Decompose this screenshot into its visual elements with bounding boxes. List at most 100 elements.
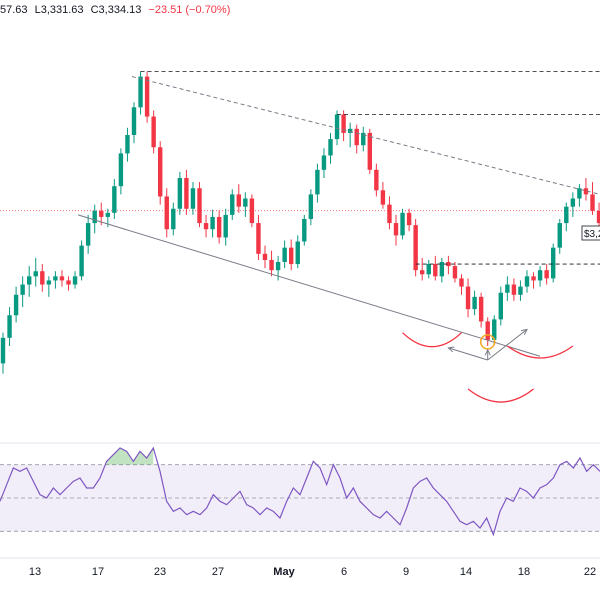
candle [295, 235, 300, 269]
candle [518, 280, 523, 301]
candle-body [426, 264, 431, 275]
price-tag: $3,2 [581, 225, 600, 241]
candle [164, 188, 169, 238]
candle [380, 182, 386, 209]
candle-body [354, 128, 359, 146]
candle-body [406, 212, 412, 226]
candle [72, 271, 78, 289]
candle-body [20, 284, 25, 295]
candle-body [328, 139, 333, 156]
candle [53, 271, 58, 289]
candle-body [112, 186, 117, 213]
candle [99, 202, 104, 226]
candle [498, 286, 503, 326]
price-tag-label: $3,2 [584, 229, 600, 240]
candle-body [99, 210, 104, 217]
candle [577, 184, 582, 207]
candle-body [367, 132, 372, 170]
candle [420, 257, 425, 281]
rsi-band [0, 464, 600, 532]
candle-body [459, 278, 464, 287]
candle-body [118, 153, 124, 187]
candle [144, 71, 150, 123]
candle-body [59, 276, 65, 281]
candle [315, 163, 320, 203]
candle [223, 208, 228, 246]
candle [524, 270, 530, 293]
candle [177, 171, 183, 215]
candle-body [243, 198, 248, 207]
candle-body [256, 223, 261, 254]
x-tick-label: 14 [460, 566, 472, 578]
candle [551, 243, 556, 283]
candle [590, 182, 595, 215]
candle [79, 240, 84, 281]
candle-body [105, 212, 110, 217]
candle [40, 264, 45, 292]
arrow-head [521, 328, 528, 336]
candle-body [465, 286, 471, 310]
x-tick-label: 23 [154, 566, 166, 578]
candle-body [380, 190, 386, 205]
candle [452, 262, 458, 283]
candle [321, 148, 327, 178]
candle [27, 266, 32, 297]
candle [485, 317, 490, 346]
candle-body [596, 210, 600, 224]
candle-body [249, 198, 255, 224]
candle-body [478, 296, 484, 322]
candle [393, 214, 399, 246]
candle-body [420, 270, 425, 275]
candle [151, 110, 156, 154]
candle-body [203, 223, 209, 230]
right-shoulder-arc [506, 345, 574, 359]
candle-body [472, 296, 477, 310]
candle [583, 178, 589, 201]
candle [125, 127, 130, 162]
candle-body [531, 276, 536, 281]
candle-body [511, 284, 517, 295]
candle-body [347, 128, 353, 133]
candle-body [269, 259, 274, 271]
candle-body [341, 114, 346, 133]
candle [190, 182, 196, 215]
rsi-pane [0, 442, 600, 537]
candle-body [590, 194, 595, 211]
candle-body [13, 294, 19, 316]
candle-body [151, 116, 156, 148]
candle-body [125, 134, 130, 154]
candle-body [452, 266, 458, 279]
candle [544, 264, 549, 285]
candle [459, 274, 464, 295]
candle-body [131, 107, 137, 135]
candle-body [138, 76, 143, 108]
candle [92, 204, 97, 234]
annotations-layer [77, 71, 600, 403]
candle [531, 272, 536, 289]
candle-body [544, 270, 549, 279]
candle [171, 202, 176, 236]
candle-body [439, 262, 445, 277]
candle [243, 192, 248, 217]
rsi-line [0, 446, 600, 537]
candle [7, 307, 12, 346]
support-trendline [77, 214, 541, 357]
candle-body [40, 271, 45, 285]
candle-body [66, 280, 71, 285]
candle [537, 266, 543, 287]
candle [230, 189, 235, 220]
candle [216, 210, 222, 244]
x-axis: 13 17 23 27 May 6 9 14 18 22 [0, 557, 600, 578]
left-shoulder-arc [402, 332, 462, 348]
head-arc [467, 388, 534, 403]
x-tick-label: 27 [212, 566, 224, 578]
candle-body [393, 223, 399, 236]
candle-body [295, 241, 300, 265]
ohlc-legend: 57.63 L3,331.63 C3,334.13 −23.51 (−0.70%… [0, 4, 230, 16]
candle-body [72, 276, 78, 285]
candle-body [551, 247, 556, 279]
candle-body [374, 169, 379, 191]
candle-body [505, 284, 510, 293]
candle-body [289, 247, 294, 265]
